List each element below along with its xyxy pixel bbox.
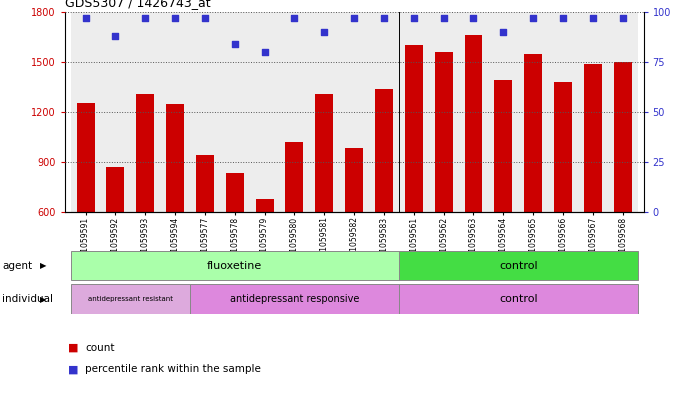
- Bar: [607, 12, 637, 212]
- Bar: [494, 80, 512, 312]
- Bar: [584, 64, 602, 312]
- Text: individual: individual: [2, 294, 53, 304]
- Text: control: control: [499, 261, 537, 271]
- Bar: [518, 12, 548, 212]
- Bar: [548, 12, 578, 212]
- Text: ■: ■: [68, 364, 78, 375]
- Bar: [279, 12, 309, 212]
- Bar: [345, 148, 363, 312]
- Bar: [458, 12, 488, 212]
- Point: [229, 41, 240, 47]
- Point: [379, 15, 390, 21]
- Bar: [130, 12, 160, 212]
- Text: antidepressant resistant: antidepressant resistant: [88, 296, 173, 302]
- Point: [170, 15, 180, 21]
- Text: ■: ■: [68, 343, 78, 353]
- Bar: [250, 12, 279, 212]
- Point: [110, 33, 121, 39]
- Text: ▶: ▶: [39, 261, 46, 270]
- Bar: [196, 156, 214, 312]
- Point: [259, 49, 270, 55]
- Bar: [71, 285, 190, 314]
- Bar: [77, 103, 95, 312]
- Bar: [106, 167, 125, 312]
- Text: percentile rank within the sample: percentile rank within the sample: [85, 364, 261, 375]
- Text: control: control: [499, 294, 537, 304]
- Bar: [524, 53, 542, 312]
- Text: fluoxetine: fluoxetine: [207, 261, 262, 271]
- Bar: [71, 251, 399, 280]
- Bar: [578, 12, 607, 212]
- Bar: [554, 82, 572, 312]
- Bar: [136, 94, 154, 312]
- Bar: [101, 12, 130, 212]
- Bar: [434, 52, 453, 312]
- Bar: [226, 173, 244, 312]
- Bar: [285, 142, 304, 312]
- Point: [617, 15, 628, 21]
- Point: [319, 29, 330, 35]
- Point: [498, 29, 509, 35]
- Bar: [488, 12, 518, 212]
- Bar: [160, 12, 190, 212]
- Text: ▶: ▶: [39, 295, 46, 303]
- Bar: [614, 62, 631, 312]
- Point: [588, 15, 599, 21]
- Bar: [399, 251, 637, 280]
- Bar: [369, 12, 399, 212]
- Bar: [429, 12, 458, 212]
- Point: [438, 15, 449, 21]
- Point: [80, 15, 91, 21]
- Bar: [464, 35, 482, 312]
- Bar: [220, 12, 250, 212]
- Point: [468, 15, 479, 21]
- Point: [200, 15, 210, 21]
- Point: [409, 15, 419, 21]
- Bar: [190, 285, 399, 314]
- Text: agent: agent: [2, 261, 32, 271]
- Bar: [399, 285, 637, 314]
- Bar: [166, 104, 184, 312]
- Bar: [255, 199, 274, 312]
- Bar: [399, 12, 429, 212]
- Point: [558, 15, 569, 21]
- Bar: [190, 12, 220, 212]
- Bar: [71, 12, 101, 212]
- Point: [528, 15, 539, 21]
- Text: GDS5307 / 1426743_at: GDS5307 / 1426743_at: [65, 0, 210, 9]
- Point: [140, 15, 151, 21]
- Bar: [309, 12, 339, 212]
- Text: count: count: [85, 343, 114, 353]
- Text: antidepressant responsive: antidepressant responsive: [229, 294, 359, 304]
- Point: [349, 15, 360, 21]
- Bar: [375, 89, 393, 312]
- Bar: [339, 12, 369, 212]
- Point: [289, 15, 300, 21]
- Bar: [405, 45, 423, 312]
- Bar: [315, 94, 333, 312]
